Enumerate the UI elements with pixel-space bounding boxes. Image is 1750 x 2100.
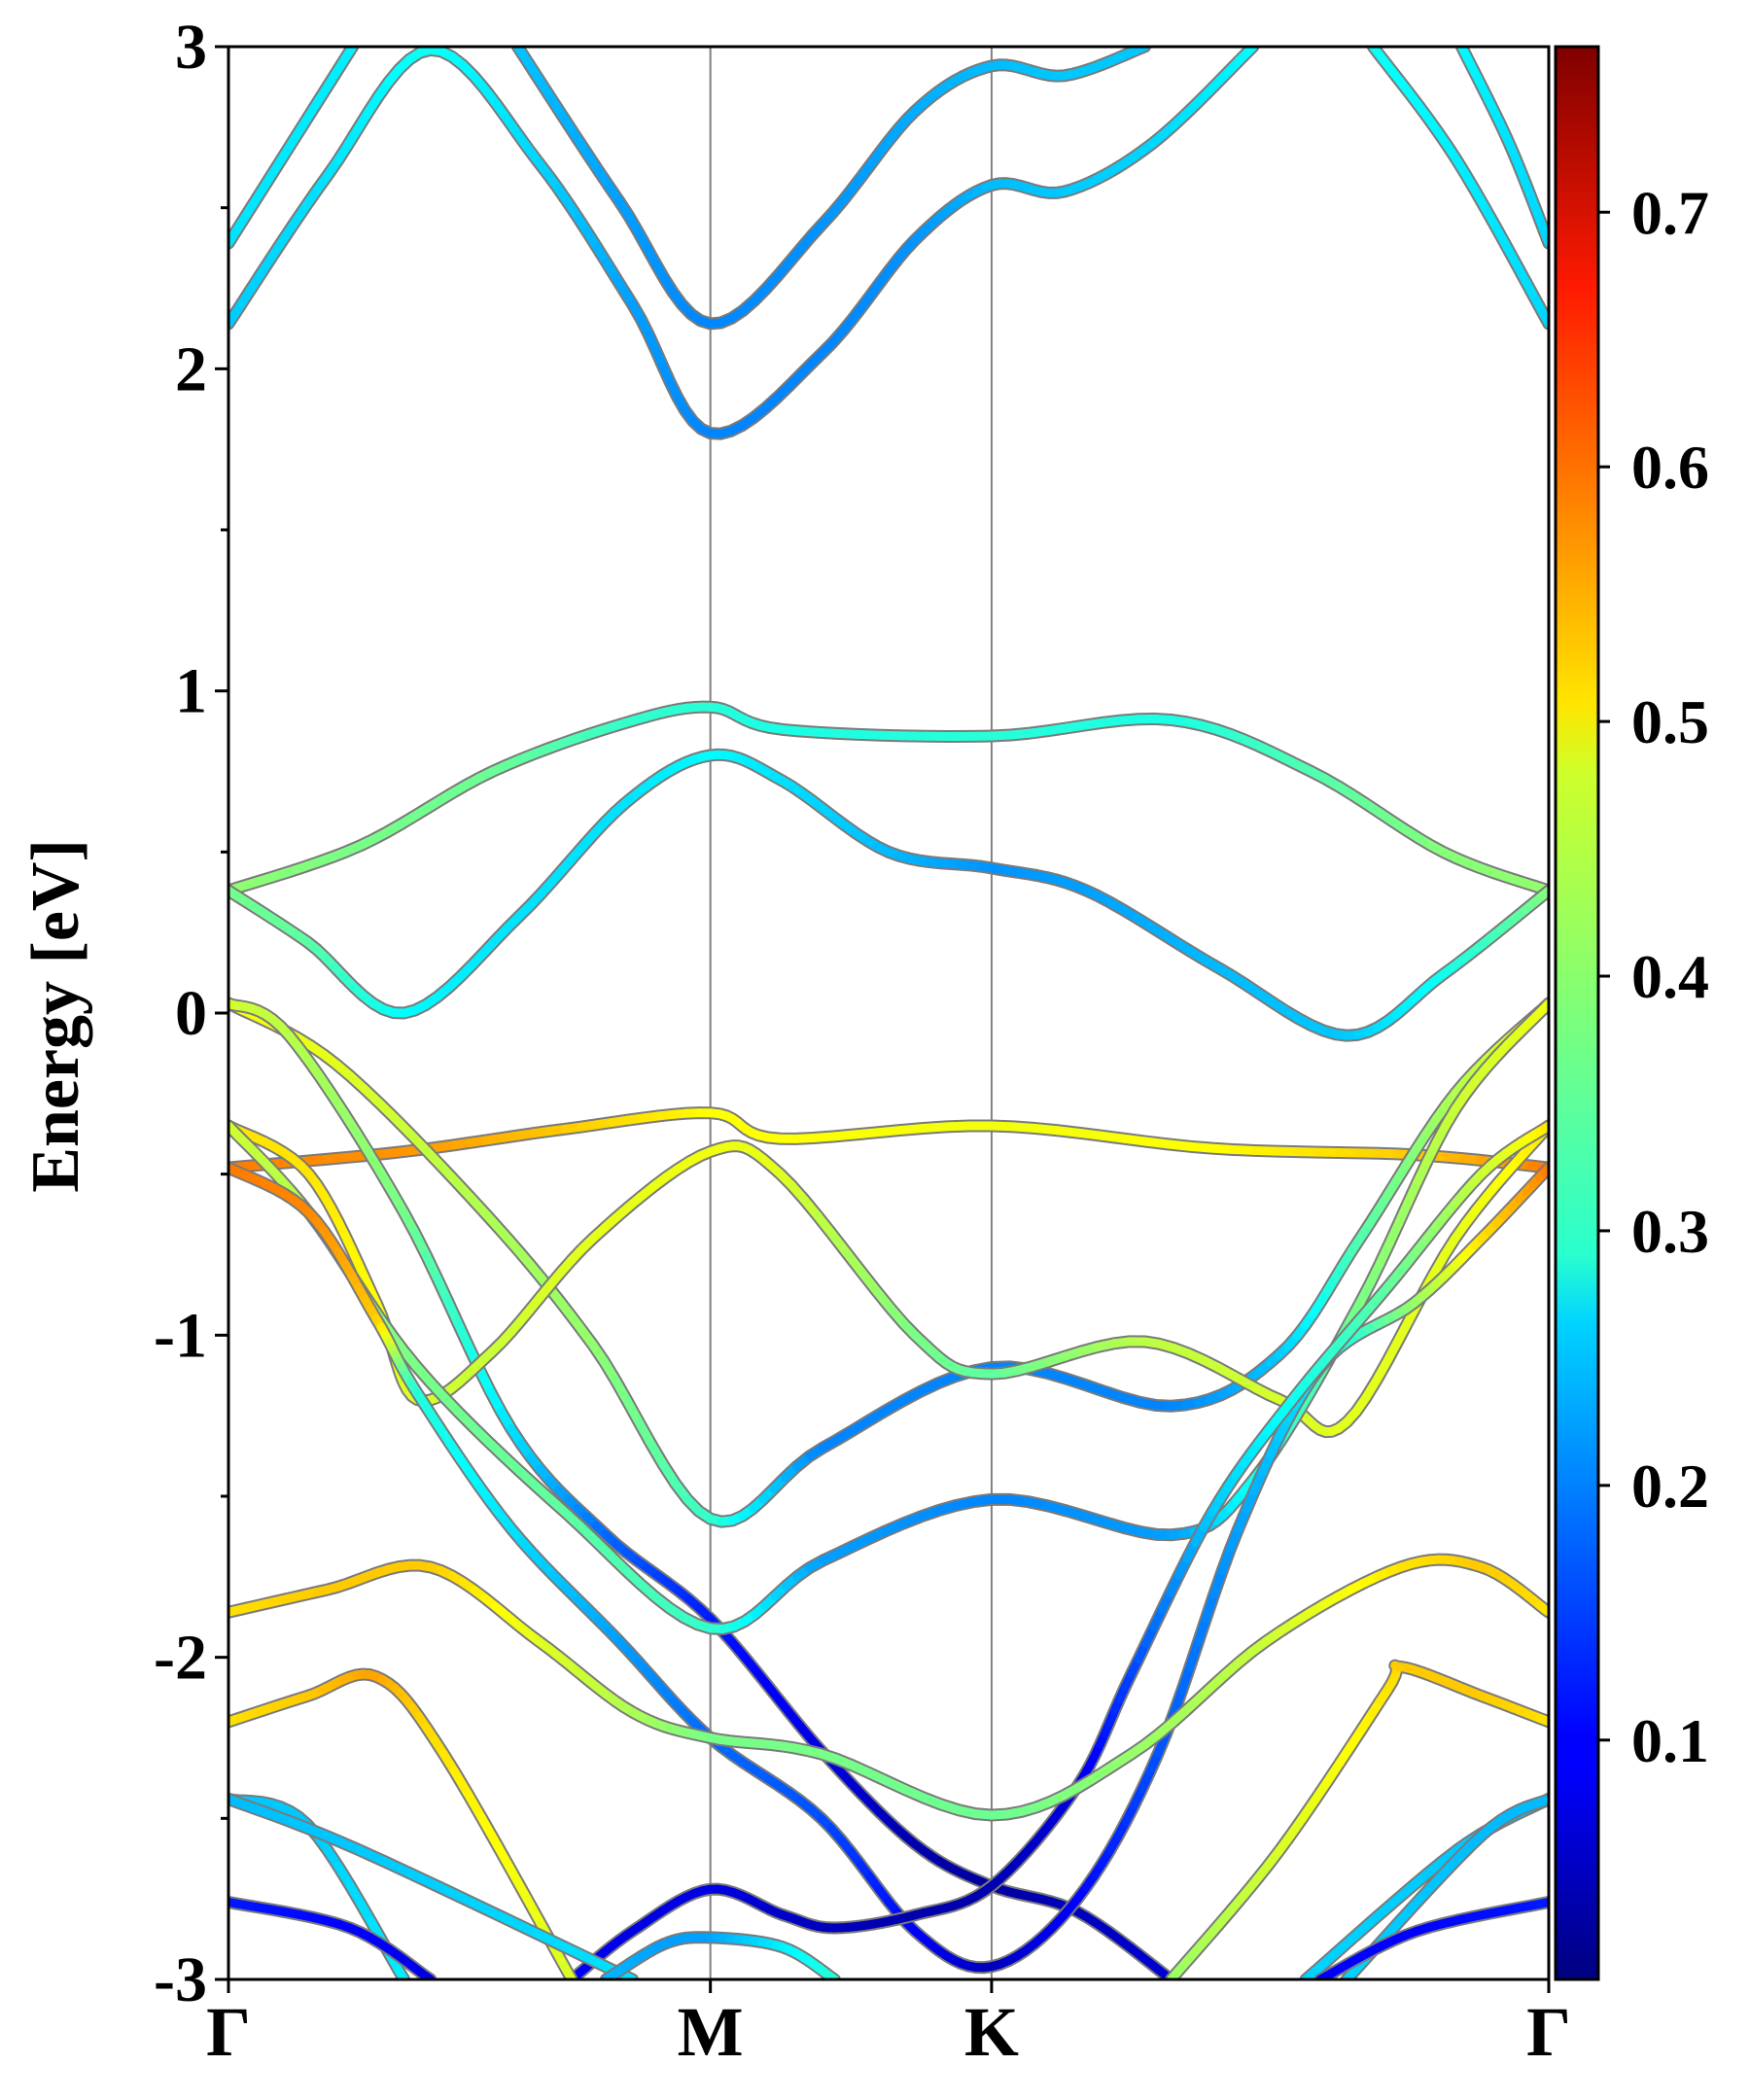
colorbar-tick-label: 0.4	[1631, 942, 1709, 1011]
colorbar-tick-label: 0.5	[1631, 687, 1709, 756]
band	[228, 997, 1549, 1636]
bands	[228, 47, 1549, 1979]
plot-frame	[227, 45, 1551, 1981]
band-segment	[508, 1867, 532, 1904]
y-tick-label: 3	[175, 12, 207, 83]
band-segment	[394, 1965, 409, 1979]
y-axis: -3 -2 -1 0 1 2 3	[154, 12, 228, 2015]
band-segment	[492, 1839, 517, 1876]
band	[228, 1553, 1549, 1822]
band-segment	[468, 1898, 509, 1923]
y-tick-label: 0	[175, 978, 207, 1049]
band	[228, 1161, 1549, 1975]
high-symmetry-lines	[709, 47, 993, 1979]
band-segment	[463, 1788, 486, 1823]
band	[510, 47, 1151, 331]
band-segment	[405, 1869, 445, 1893]
colorbar-tick-label: 0.7	[1631, 178, 1709, 247]
band	[228, 748, 1549, 1042]
band	[1454, 47, 1549, 250]
band	[1313, 1895, 1549, 1979]
colorbar	[1554, 45, 1600, 1981]
band-segment	[559, 1961, 577, 1979]
band-segment	[256, 164, 280, 197]
band-segment	[522, 1894, 545, 1929]
band	[228, 47, 1260, 440]
y-tick-label: -3	[154, 1944, 207, 2015]
band-segment	[532, 1929, 572, 1952]
y-tick-label: -1	[154, 1300, 207, 1371]
y-tick-label: 2	[175, 333, 207, 404]
band	[228, 1792, 640, 1979]
colorbar-tick-label: 0.2	[1631, 1452, 1709, 1521]
band-segment	[286, 116, 311, 150]
band-segment	[339, 47, 358, 64]
x-tick-label: K	[964, 1993, 1019, 2071]
colorbar-tick-label: 0.3	[1631, 1197, 1709, 1266]
band-outline	[228, 47, 1260, 440]
band	[228, 47, 360, 250]
colorbar-tick-label: 0.1	[1631, 1706, 1709, 1775]
colorbar-tick-label: 0.6	[1631, 433, 1709, 502]
x-tick-label: Γ	[206, 1993, 251, 2071]
band-outline	[228, 1667, 578, 1979]
band	[228, 1895, 438, 1979]
band	[1165, 1659, 1549, 1979]
y-tick-label: -2	[154, 1623, 207, 1694]
x-tick-label: Γ	[1526, 1993, 1571, 2071]
band	[228, 1667, 578, 1979]
colorbar-ticks: 0.1 0.2 0.3 0.4 0.5 0.6 0.7	[1598, 178, 1709, 1775]
band-segment	[436, 1883, 477, 1908]
band-segment	[500, 1913, 542, 1939]
band	[565, 1119, 1549, 1979]
band-segment	[301, 92, 326, 125]
band	[228, 700, 1549, 897]
band-outline	[565, 1119, 1549, 1979]
band	[599, 1931, 841, 1979]
y-axis-label: Energy [eV]	[18, 839, 93, 1193]
band-segment	[562, 1942, 598, 1966]
band-segment	[476, 1813, 502, 1849]
y-tick-label: 1	[175, 656, 207, 727]
band-segment	[270, 140, 296, 174]
band-outline	[228, 1553, 1549, 1822]
x-tick-label: M	[678, 1993, 744, 2071]
band-segment	[378, 1856, 415, 1878]
